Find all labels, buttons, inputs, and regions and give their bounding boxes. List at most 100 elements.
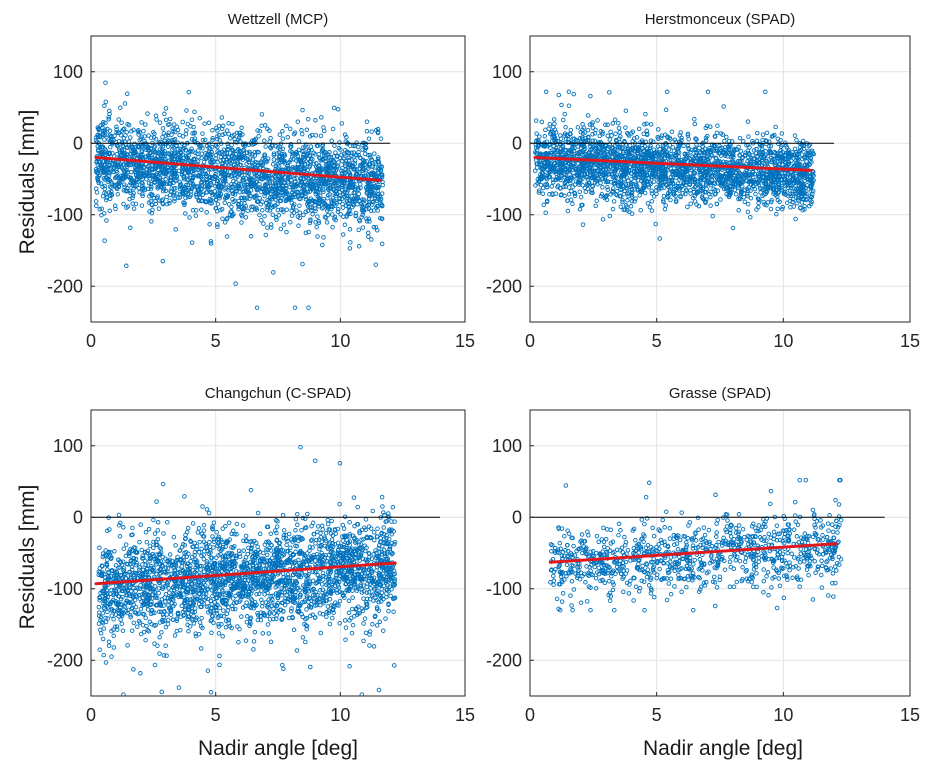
- data-point: [793, 216, 798, 222]
- data-point: [629, 199, 635, 204]
- data-point: [241, 147, 246, 153]
- data-point: [605, 187, 611, 192]
- data-point: [229, 184, 234, 189]
- data-point: [319, 115, 324, 120]
- data-point: [185, 182, 191, 188]
- data-point: [571, 148, 577, 153]
- data-point: [307, 220, 313, 226]
- data-point: [718, 175, 724, 180]
- data-point: [112, 133, 117, 139]
- data-point: [802, 178, 807, 184]
- data-point: [236, 204, 242, 210]
- data-point: [632, 187, 637, 192]
- data-point: [273, 181, 278, 186]
- data-point: [556, 92, 562, 98]
- data-point: [369, 190, 375, 195]
- data-point: [565, 208, 571, 214]
- data-point: [632, 199, 637, 204]
- data-point: [375, 188, 381, 193]
- data-point: [751, 156, 756, 161]
- data-point: [588, 173, 594, 178]
- data-point: [263, 191, 268, 196]
- data-point: [340, 158, 345, 164]
- data-point: [186, 170, 191, 176]
- data-point: [678, 194, 683, 200]
- data-point: [611, 186, 616, 191]
- data-point: [574, 151, 580, 156]
- data-point: [794, 151, 799, 157]
- data-point: [310, 211, 315, 217]
- data-point: [281, 222, 287, 227]
- data-point: [260, 177, 265, 182]
- data-point: [662, 206, 668, 212]
- data-point: [317, 201, 322, 207]
- x-tick-label: 0: [86, 331, 96, 351]
- data-point: [118, 132, 124, 138]
- data-point: [219, 115, 225, 120]
- data-point: [764, 130, 770, 136]
- data-point: [799, 152, 805, 157]
- data-point: [303, 191, 309, 196]
- data-point: [125, 204, 131, 209]
- data-point: [610, 121, 616, 126]
- data-point: [160, 164, 166, 170]
- data-point: [626, 133, 632, 138]
- data-point: [778, 144, 784, 149]
- data-point: [289, 213, 295, 218]
- data-point: [612, 147, 617, 152]
- data-point: [177, 184, 183, 189]
- data-point: [320, 143, 325, 149]
- data-point: [321, 128, 327, 134]
- data-point: [204, 199, 209, 205]
- data-point: [304, 127, 310, 133]
- data-point: [138, 136, 144, 142]
- data-point: [171, 174, 177, 179]
- data-point: [146, 186, 151, 192]
- data-point: [140, 141, 146, 147]
- data-point: [160, 180, 165, 185]
- data-point: [679, 158, 684, 163]
- data-point: [321, 235, 326, 240]
- data-point: [292, 176, 297, 182]
- data-point: [340, 201, 345, 207]
- data-point: [207, 222, 212, 227]
- data-point: [107, 178, 113, 183]
- data-point: [379, 216, 385, 221]
- data-point: [585, 177, 591, 182]
- data-point: [94, 203, 99, 209]
- data-point: [632, 164, 637, 169]
- data-point: [349, 150, 354, 156]
- data-point: [210, 175, 215, 180]
- data-point: [285, 163, 290, 169]
- data-point: [244, 161, 249, 166]
- data-point: [265, 176, 271, 181]
- data-point: [272, 194, 277, 200]
- data-point: [163, 117, 169, 123]
- data-point: [226, 121, 231, 126]
- data-point: [364, 206, 369, 212]
- data-point: [102, 161, 108, 167]
- data-point: [277, 132, 283, 137]
- data-point: [267, 187, 273, 192]
- data-point: [590, 138, 595, 143]
- data-point: [648, 181, 654, 187]
- data-point: [788, 183, 794, 188]
- data-point: [107, 208, 113, 214]
- data-point: [179, 172, 185, 177]
- data-point: [230, 133, 235, 139]
- data-point: [629, 176, 634, 182]
- data-point: [300, 107, 305, 113]
- x-tick-label: 5: [211, 331, 221, 351]
- data-point: [590, 132, 595, 137]
- data-point: [743, 152, 748, 158]
- data-point: [128, 190, 133, 196]
- data-point: [186, 89, 191, 95]
- data-point: [633, 181, 639, 187]
- data-point: [151, 145, 157, 150]
- data-point: [197, 115, 202, 121]
- data-point: [167, 181, 173, 186]
- data-point: [724, 134, 729, 140]
- data-point: [360, 147, 365, 152]
- data-point: [199, 155, 204, 161]
